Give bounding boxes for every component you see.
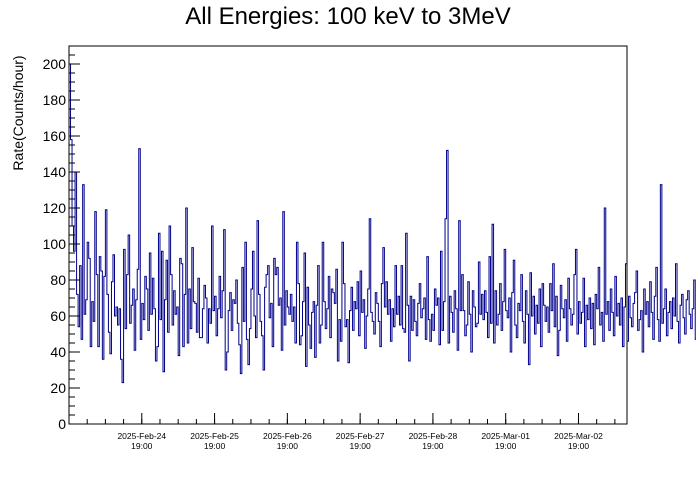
x-tick-label-date: 2025-Feb-26	[263, 431, 312, 441]
y-tick-label: 0	[58, 416, 66, 432]
series-line-0	[69, 63, 696, 384]
x-tick-label-date: 2025-Mar-01	[481, 431, 530, 441]
x-tick-label-time: 19:00	[277, 441, 299, 451]
y-tick-label: 100	[43, 236, 67, 252]
plot-frame	[68, 45, 628, 425]
chart-title: All Energies: 100 keV to 3MeV	[185, 3, 511, 30]
x-tick-label-date: 2025-Mar-02	[554, 431, 603, 441]
x-tick-label-date: 2025-Feb-27	[336, 431, 385, 441]
x-tick-label-date: 2025-Feb-24	[117, 431, 166, 441]
y-tick-label: 200	[43, 56, 67, 72]
x-tick-label-date: 2025-Feb-25	[190, 431, 239, 441]
y-tick-label: 140	[43, 164, 67, 180]
x-tick-label-date: 2025-Feb-28	[409, 431, 458, 441]
y-tick-label: 160	[43, 128, 67, 144]
y-tick-label: 120	[43, 200, 67, 216]
plot-area: 0204060801001201401601802002025-Feb-2419…	[43, 45, 696, 451]
y-tick-label: 180	[43, 92, 67, 108]
x-tick-label-time: 19:00	[349, 441, 371, 451]
x-tick-label-time: 19:00	[422, 441, 444, 451]
y-tick-label: 80	[50, 272, 66, 288]
x-tick-label-time: 19:00	[495, 441, 517, 451]
x-tick-label-time: 19:00	[204, 441, 226, 451]
y-tick-label: 60	[50, 308, 66, 324]
y-tick-label: 40	[50, 344, 66, 360]
y-axis-label: Rate(Counts/hour)	[10, 55, 26, 170]
y-tick-label: 20	[50, 380, 66, 396]
x-tick-label-time: 19:00	[568, 441, 590, 451]
x-tick-label-time: 19:00	[131, 441, 153, 451]
